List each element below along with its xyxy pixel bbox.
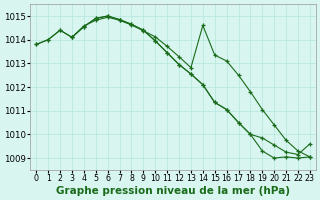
X-axis label: Graphe pression niveau de la mer (hPa): Graphe pression niveau de la mer (hPa) — [56, 186, 290, 196]
